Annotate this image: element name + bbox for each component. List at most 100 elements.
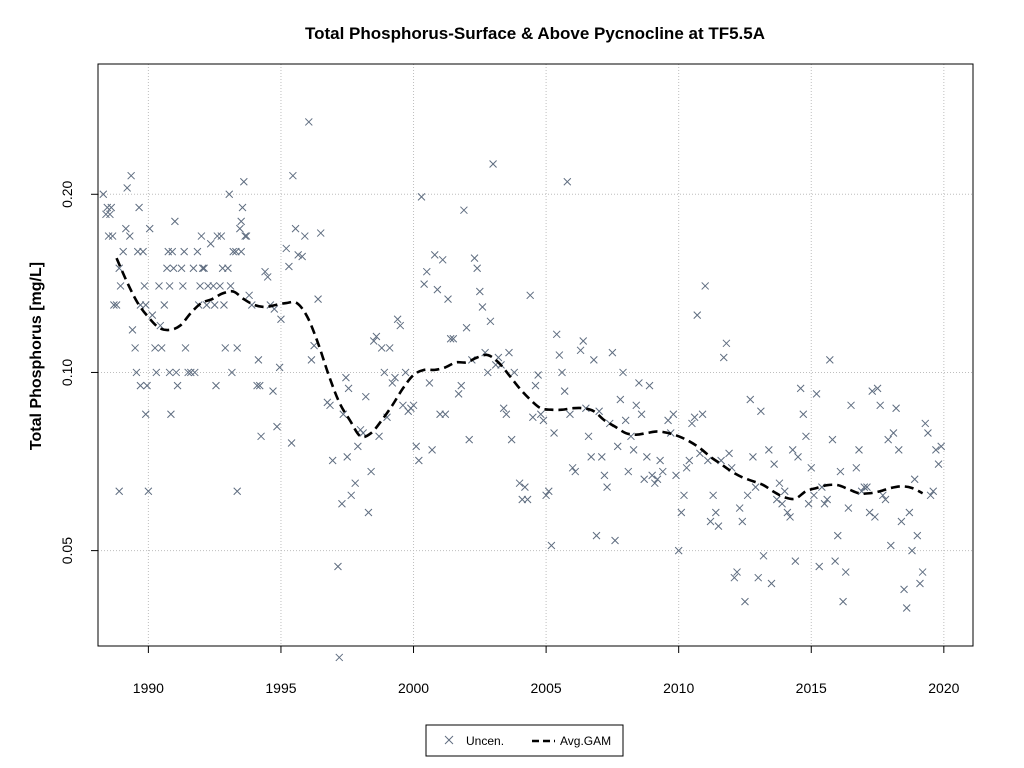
data-point (619, 368, 627, 377)
data-point (380, 368, 389, 377)
data-point (110, 301, 118, 309)
data-point (470, 254, 479, 262)
data-point (934, 460, 943, 468)
data-point (168, 247, 177, 256)
data-point (566, 410, 574, 419)
data-point (900, 585, 908, 594)
data-point (412, 442, 421, 451)
data-point (177, 264, 186, 273)
data-point (759, 551, 768, 560)
data-point (237, 217, 246, 226)
data-point (733, 568, 741, 576)
data-point (221, 344, 230, 352)
data-point (99, 190, 108, 199)
data-point (897, 517, 906, 526)
data-point (669, 410, 678, 419)
data-point (409, 401, 418, 410)
data-point (178, 282, 187, 290)
data-point (483, 368, 492, 377)
data-point (121, 224, 130, 233)
data-point (921, 419, 930, 428)
data-point (592, 531, 601, 540)
data-point (579, 337, 588, 345)
data-point (515, 479, 524, 488)
y-axis-label: Total Phosphorus [mg/L] (28, 262, 45, 450)
data-point (123, 184, 132, 192)
data-point (865, 508, 874, 517)
data-point (836, 467, 845, 476)
y-tick-label: 0.05 (59, 537, 75, 564)
data-point (664, 416, 672, 425)
data-point (291, 224, 300, 233)
data-point (741, 597, 749, 606)
data-point (905, 508, 914, 517)
data-point (103, 203, 112, 212)
data-point (335, 653, 344, 662)
data-point (868, 387, 877, 395)
data-point (307, 356, 316, 364)
data-point (343, 453, 352, 461)
data-point (523, 495, 532, 504)
data-point (115, 487, 124, 496)
data-point (167, 410, 175, 419)
data-point (269, 387, 277, 395)
data-point (499, 404, 508, 413)
legend-label-gam: Avg.GAM (560, 734, 611, 748)
grid-layer (98, 64, 973, 646)
data-point (420, 280, 428, 288)
data-point (190, 368, 199, 377)
data-point (611, 536, 619, 545)
data-point (558, 368, 566, 377)
data-point (140, 282, 149, 290)
data-point (393, 315, 402, 324)
gam-line (115, 257, 924, 501)
data-point (241, 232, 250, 240)
data-point (212, 381, 220, 390)
data-point (645, 381, 654, 390)
data-point (141, 301, 150, 309)
data-point (287, 439, 296, 447)
data-point (616, 395, 625, 404)
data-point (714, 522, 723, 530)
data-point (139, 247, 147, 256)
x-tick-label: 1990 (133, 680, 164, 696)
data-point (339, 410, 348, 419)
data-point (152, 368, 161, 377)
data-point (143, 381, 151, 390)
data-point (685, 456, 694, 465)
data-point (156, 321, 165, 330)
data-point (238, 203, 247, 212)
data-point (528, 413, 537, 422)
data-point (196, 282, 204, 290)
data-point (132, 368, 141, 377)
data-point (757, 407, 765, 416)
data-point (804, 499, 813, 508)
data-point (796, 384, 805, 393)
data-point (650, 479, 659, 488)
x-tick-label: 2000 (398, 680, 429, 696)
data-point (189, 264, 198, 273)
data-point (857, 487, 866, 496)
data-point (937, 442, 946, 451)
data-point (338, 499, 346, 508)
data-point (680, 491, 688, 500)
data-point (242, 232, 251, 240)
data-point (396, 321, 405, 330)
data-point (730, 573, 739, 582)
data-point (597, 453, 606, 461)
chart-title: Total Phosphorus-Surface & Above Pycnocl… (305, 24, 765, 43)
data-point (245, 291, 253, 300)
data-point (446, 334, 455, 343)
data-point (672, 471, 680, 480)
data-point (462, 323, 471, 332)
data-point (767, 579, 776, 588)
data-point (674, 546, 683, 555)
data-point (225, 190, 234, 199)
data-point (815, 562, 824, 571)
data-point (144, 487, 153, 496)
data-point (589, 356, 598, 364)
data-point (690, 413, 699, 422)
data-point (873, 384, 882, 393)
data-point (648, 471, 657, 480)
data-point (584, 432, 593, 441)
